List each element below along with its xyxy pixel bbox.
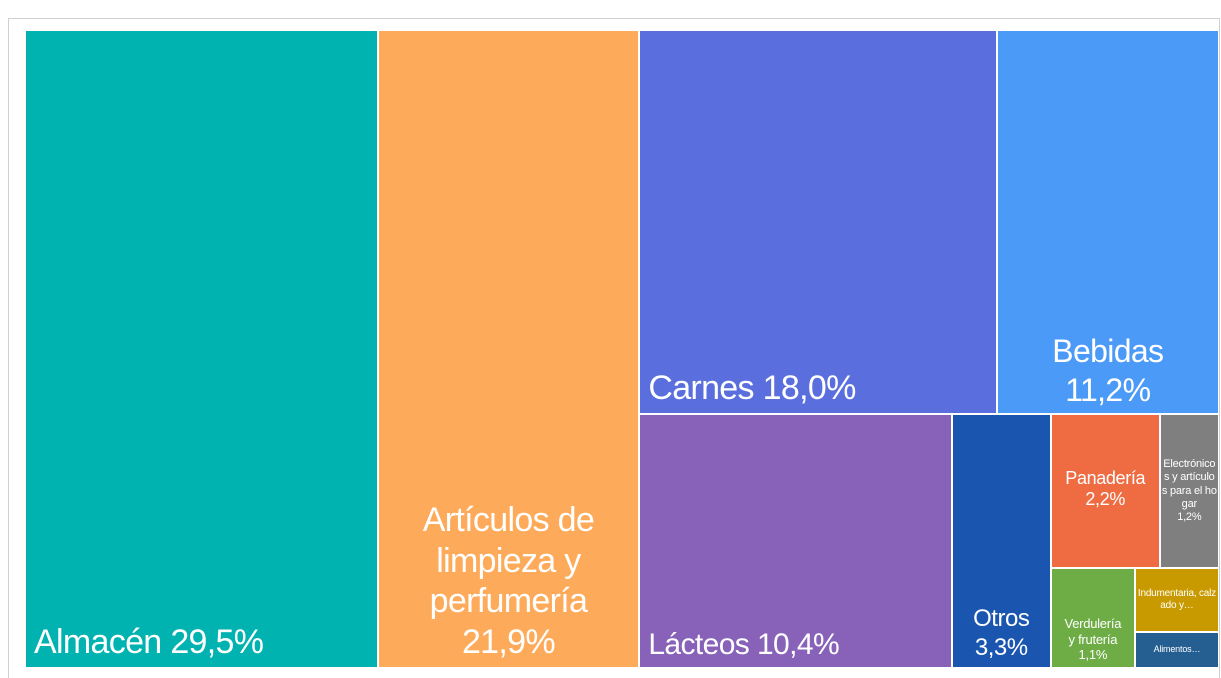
- value-label: 21,9%: [461, 623, 556, 662]
- tile-label: Carnes 18,0%: [640, 364, 863, 413]
- value-label: 1,1%: [1078, 647, 1108, 663]
- value-label: 11,2%: [1065, 371, 1151, 408]
- tile: Panadería 2,2%: [1051, 415, 1159, 568]
- chart-frame: [8, 18, 1220, 678]
- tile-label: Lácteos 10,4%: [640, 623, 847, 667]
- category-label: Bebidas: [1052, 333, 1164, 370]
- category-label: Carnes: [648, 369, 754, 408]
- treemap: Almacén 29,5% Artículos de limpieza y per…: [26, 31, 1220, 669]
- category-label: Almacén: [34, 623, 162, 662]
- category-label: Lácteos: [648, 627, 750, 661]
- tile-label: Artículos de limpieza y perfumería 21,9%: [379, 496, 639, 667]
- tile: Verdulería y frutería 1,1%: [1051, 569, 1134, 667]
- value-label: 3,3%: [974, 634, 1028, 662]
- tile: Electrónicos y artículos para el hogar 1,…: [1160, 415, 1218, 568]
- tile: Bebidas 11,2%: [997, 31, 1218, 414]
- category-label: Electrónicos y artículos para el hogar: [1161, 458, 1217, 510]
- tile: Indumentaria, calzado y…: [1135, 569, 1218, 631]
- value-label: 29,5%: [170, 623, 264, 662]
- category-label: Alimentos…: [1153, 644, 1201, 655]
- value-label: 18,0%: [762, 369, 857, 408]
- tile-label: Bebidas 11,2%: [1044, 328, 1171, 413]
- tile: Alimentos…: [1135, 632, 1218, 667]
- tile: Lácteos 10,4%: [640, 415, 951, 667]
- tile: Artículos de limpieza y perfumería 21,9%: [378, 31, 639, 667]
- value-label: 10,4%: [756, 627, 840, 661]
- tile: Otros 3,3%: [952, 415, 1050, 667]
- category-label: Otros: [973, 605, 1030, 633]
- category-label: Indumentaria, calzado y…: [1137, 587, 1216, 611]
- tile-label: Electrónicos y artículos para el hogar 1,…: [1161, 456, 1218, 526]
- tile-label: Alimentos…: [1153, 642, 1202, 657]
- category-label: Artículos de limpieza y perfumería: [422, 500, 595, 621]
- tile: Carnes 18,0%: [640, 31, 996, 414]
- category-label: Panadería: [1065, 467, 1146, 488]
- tile-label: Almacén 29,5%: [26, 618, 271, 667]
- tile-label: Otros 3,3%: [965, 601, 1037, 667]
- tile: Almacén 29,5%: [26, 31, 377, 667]
- value-label: 1,2%: [1177, 510, 1202, 523]
- tile-label: Indumentaria, calzado y…: [1136, 586, 1218, 614]
- category-label: Verdulería y frutería: [1064, 616, 1122, 647]
- value-label: 2,2%: [1085, 489, 1125, 510]
- tile-label: Verdulería y frutería 1,1%: [1052, 612, 1134, 667]
- tile-label: Panadería 2,2%: [1061, 464, 1149, 519]
